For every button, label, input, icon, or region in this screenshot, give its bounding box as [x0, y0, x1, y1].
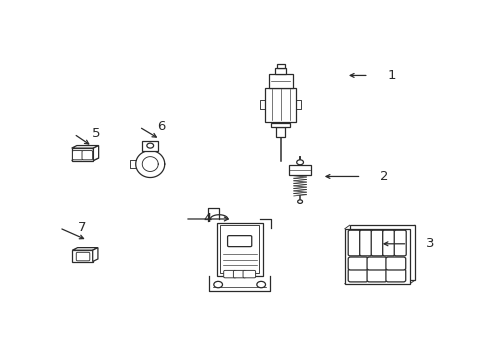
- Bar: [270, 123, 290, 127]
- Bar: [275, 68, 285, 75]
- Text: 6: 6: [157, 120, 165, 133]
- Bar: [276, 127, 285, 138]
- Bar: [142, 141, 158, 150]
- FancyBboxPatch shape: [227, 236, 251, 247]
- FancyBboxPatch shape: [370, 230, 383, 256]
- Text: 1: 1: [386, 69, 395, 82]
- FancyBboxPatch shape: [359, 230, 371, 256]
- Circle shape: [296, 160, 303, 165]
- Text: 4: 4: [203, 212, 211, 225]
- FancyBboxPatch shape: [393, 230, 406, 256]
- Bar: [268, 75, 292, 88]
- Bar: [216, 222, 262, 276]
- Text: 2: 2: [379, 170, 387, 183]
- Circle shape: [297, 200, 302, 203]
- Polygon shape: [72, 145, 99, 148]
- FancyBboxPatch shape: [82, 150, 92, 160]
- FancyBboxPatch shape: [347, 269, 367, 282]
- Circle shape: [213, 282, 222, 288]
- Text: 7: 7: [78, 221, 86, 234]
- Polygon shape: [72, 158, 99, 161]
- Bar: [220, 225, 259, 273]
- Bar: [72, 148, 93, 161]
- Bar: [264, 88, 296, 122]
- FancyBboxPatch shape: [72, 150, 83, 160]
- FancyBboxPatch shape: [347, 257, 367, 270]
- Bar: [349, 225, 414, 280]
- Polygon shape: [72, 248, 98, 250]
- Circle shape: [146, 143, 153, 148]
- Text: 5: 5: [92, 127, 101, 140]
- FancyBboxPatch shape: [385, 269, 405, 282]
- FancyBboxPatch shape: [366, 257, 386, 270]
- Bar: [276, 64, 284, 68]
- Polygon shape: [93, 145, 99, 161]
- FancyBboxPatch shape: [385, 257, 405, 270]
- Bar: [72, 250, 93, 261]
- FancyBboxPatch shape: [243, 270, 255, 278]
- FancyBboxPatch shape: [366, 269, 386, 282]
- FancyBboxPatch shape: [223, 270, 236, 278]
- Bar: [289, 165, 310, 175]
- FancyBboxPatch shape: [76, 252, 90, 261]
- FancyBboxPatch shape: [233, 270, 245, 278]
- Circle shape: [256, 282, 265, 288]
- FancyBboxPatch shape: [382, 230, 394, 256]
- FancyBboxPatch shape: [347, 230, 360, 256]
- Bar: [344, 229, 409, 284]
- Text: 3: 3: [425, 237, 433, 250]
- Polygon shape: [93, 248, 98, 261]
